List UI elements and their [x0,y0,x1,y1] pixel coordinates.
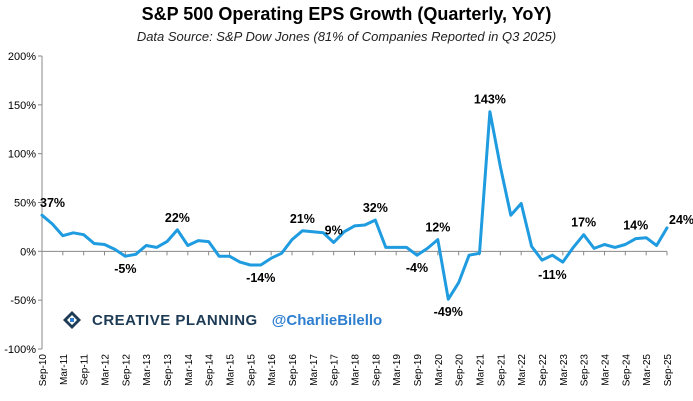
x-tick-label: Mar-19 [392,354,403,386]
chart-title: S&P 500 Operating EPS Growth (Quarterly,… [141,4,552,24]
x-tick-label: Mar-24 [601,354,612,386]
y-tick-label: 150% [8,100,36,112]
x-tick-label: Sep-16 [288,354,299,387]
series-layer [40,110,669,301]
x-axis-ticks: Sep-10 Mar-11 Sep-11 Mar-12 Sep-12 Mar-13 Sep-… [38,251,674,386]
x-tick-label: Mar-12 [101,354,112,386]
data-label: 12% [425,221,450,235]
brand-handle: @CharlieBilello [271,311,383,329]
x-tick-label: Mar-25 [642,354,653,386]
x-tick-label: Sep-15 [246,354,257,387]
data-label: 24% [669,213,693,227]
x-tick-label: Sep-18 [371,354,382,387]
y-tick-label: 0% [20,246,36,258]
x-tick-label: Sep-12 [121,354,132,387]
x-tick-label: Sep-23 [580,354,591,387]
data-label: 143% [474,93,506,107]
brand-watermark: CREATIVE PLANNING @CharlieBilello [60,306,382,334]
data-label: -4% [406,261,428,275]
x-tick-label: Sep-14 [205,354,216,387]
y-tick-label: 200% [8,51,36,63]
chart-subtitle: Data Source: S&P Dow Jones (81% of Compa… [136,29,557,44]
x-tick-label: Sep-17 [330,354,341,387]
x-tick-label: Mar-13 [142,354,153,386]
data-label: -14% [246,271,275,285]
y-axis-ticks: -100% -50% 0% 50% 100% 150% 200% [4,51,42,356]
x-tick-label: Mar-17 [309,354,320,386]
x-tick-label: Mar-20 [434,354,445,386]
y-tick-label: -50% [10,295,36,307]
x-tick-label: Sep-19 [413,354,424,387]
x-tick-label: Mar-21 [476,354,487,386]
x-tick-label: Sep-11 [80,354,91,386]
x-tick-label: Mar-14 [184,354,195,386]
data-label: 32% [363,201,388,215]
x-tick-label: Sep-20 [455,354,466,387]
x-tick-label: Sep-22 [538,354,549,387]
data-label: 22% [165,211,190,225]
x-tick-label: Mar-16 [267,354,278,386]
data-label: 14% [623,219,648,233]
x-tick-label: Sep-24 [621,354,632,387]
x-tick-label: Sep-25 [663,354,674,387]
data-label: -5% [114,262,136,276]
data-label: -11% [538,268,567,282]
x-tick-label: Mar-11 [59,354,70,385]
x-tick-label: Mar-23 [559,354,570,386]
series-line [40,110,669,301]
x-tick-label: Sep-21 [496,354,507,387]
x-tick-label: Mar-18 [351,354,362,386]
data-label: -49% [434,305,463,319]
x-tick-label: Mar-15 [226,354,237,386]
y-tick-label: 100% [8,149,36,161]
y-tick-label: 50% [14,198,36,210]
x-tick-label: Mar-22 [517,354,528,386]
data-label: 9% [325,224,343,238]
data-labels: 37% -5% 22% -14% 21% 9% 32% -4% 12% -49% 143% -11% 1… [40,93,693,320]
x-tick-label: Sep-13 [163,354,174,387]
y-tick-label: -100% [4,344,36,356]
x-tick-label: Sep-10 [38,354,49,387]
creative-planning-logo-icon [63,311,81,329]
brand-name: CREATIVE PLANNING [92,311,258,329]
data-label: 17% [571,216,596,230]
data-label: 21% [290,212,315,226]
data-label: 37% [40,196,65,210]
